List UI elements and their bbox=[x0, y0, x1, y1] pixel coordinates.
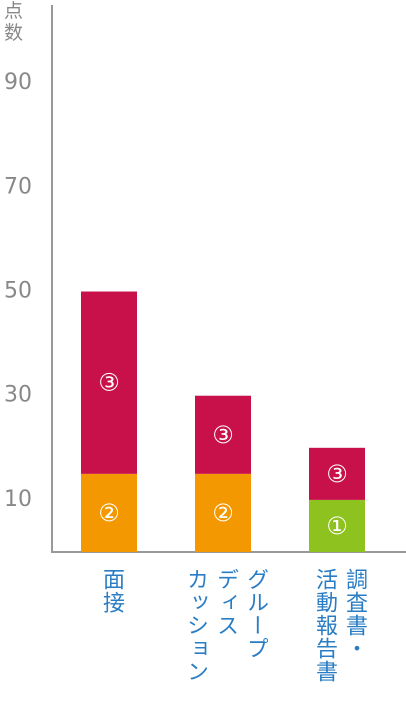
x-tick-label: グループ ディス カッション bbox=[183, 568, 268, 683]
bar-segment bbox=[309, 447, 365, 500]
segment-label: ③ bbox=[98, 369, 120, 397]
y-tick-label: 70 bbox=[4, 174, 32, 199]
segment-label: ③ bbox=[212, 421, 234, 449]
bar-segment bbox=[195, 473, 251, 552]
segment-label: ② bbox=[98, 499, 120, 527]
y-tick-label: 90 bbox=[4, 70, 32, 95]
segment-label: ① bbox=[326, 512, 348, 540]
bar-segment bbox=[309, 499, 365, 552]
bar-segment bbox=[81, 473, 137, 552]
y-axis-label: 点数 bbox=[4, 0, 24, 44]
y-tick-label: 10 bbox=[4, 487, 32, 512]
segment-label: ③ bbox=[326, 460, 348, 488]
segment-label: ② bbox=[212, 499, 234, 527]
x-tick-label: 調査書・ 活動報告書 bbox=[312, 568, 367, 683]
bar-segment bbox=[195, 395, 251, 474]
x-tick-label: 面接 bbox=[99, 568, 124, 614]
y-tick-label: 30 bbox=[4, 383, 32, 408]
bar-segment bbox=[81, 291, 137, 474]
y-tick-label: 50 bbox=[4, 279, 32, 304]
